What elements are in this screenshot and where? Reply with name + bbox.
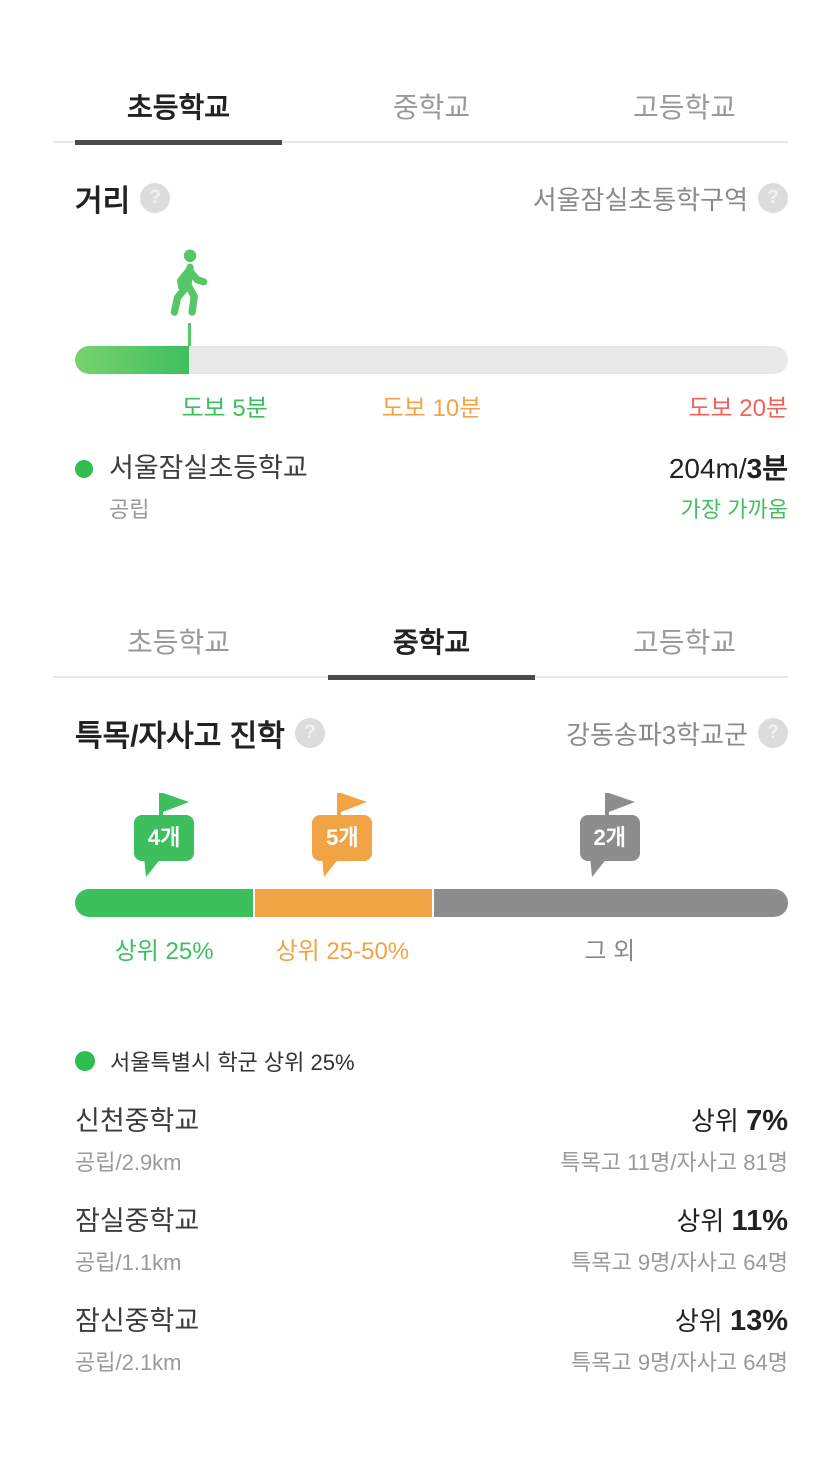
distance-bar: [75, 346, 788, 374]
flag-count: 2개: [593, 825, 626, 850]
flag-marker-top25-50-icon: 5개: [310, 791, 374, 883]
school-info-right: 상위 13% 특목고 9명/자사고 64명: [571, 1303, 788, 1377]
admission-section-header: 특목/자사고 진학 ? 강동송파3학교군 ?: [75, 711, 788, 755]
admission-flags: 4개 5개: [75, 791, 788, 883]
school-rank: 상위 7%: [691, 1105, 788, 1137]
school-info-panel: 초등학교 중학교 고등학교 거리 ? 서울잠실초통학구역 ?: [53, 73, 788, 1377]
school-meta: 공립/1.1km: [75, 1250, 182, 1275]
distance-bar-labels: 도보 5분 도보 10분 도보 20분: [75, 388, 788, 422]
school-info-left: 잠신중학교 공립/2.1km: [75, 1303, 199, 1377]
section-title: 거리: [75, 185, 131, 218]
tab-high-school[interactable]: 고등학교: [581, 73, 788, 143]
tab-elementary-school[interactable]: 초등학교: [75, 73, 282, 145]
school-type: 공립: [109, 497, 150, 522]
school-info-right: 상위 7% 특목고 11명/자사고 81명: [560, 1103, 788, 1177]
distance-gauge: 도보 5분 도보 10분 도보 20분: [75, 242, 788, 422]
section-title-wrap: 특목/자사고 진학 ?: [75, 711, 325, 755]
top25-50-label: 상위 25-50%: [275, 938, 410, 965]
help-icon[interactable]: ?: [294, 718, 325, 748]
school-admission-detail: 특목고 9명/자사고 64명: [571, 1350, 788, 1375]
school-rank: 상위 13%: [674, 1305, 788, 1337]
elementary-school-section: 초등학교 중학교 고등학교 거리 ? 서울잠실초통학구역 ?: [53, 73, 788, 524]
flag-count: 4개: [147, 825, 181, 850]
district-wrap: 강동송파3학교군 ?: [566, 715, 788, 752]
school-admission-detail: 특목고 9명/자사고 64명: [571, 1250, 788, 1275]
school-info-left: 잠실중학교 공립/1.1km: [75, 1203, 199, 1277]
tab-elementary-school[interactable]: 초등학교: [75, 608, 282, 678]
segment-top25: [75, 889, 254, 917]
admission-gauge: 4개 5개: [75, 791, 788, 965]
school-list-item: 잠신중학교 공립/2.1km 상위 13% 특목고 9명/자사고 64명: [75, 1303, 788, 1377]
walker-row: [75, 242, 788, 346]
tab-middle-school[interactable]: 중학교: [328, 608, 535, 680]
note-text: 서울특별시 학군 상위 25%: [110, 1050, 355, 1075]
school-meta: 공립/2.9km: [75, 1150, 182, 1175]
school-list-item: 서울잠실초등학교 공립 204m/3분 가장 가까움: [75, 450, 788, 524]
district-rank-note: 서울특별시 학군 상위 25%: [75, 1045, 788, 1077]
green-dot-icon: [75, 459, 93, 478]
school-level-tabs-1: 초등학교 중학교 고등학교: [53, 73, 788, 145]
distance-section-header: 거리 ? 서울잠실초통학구역 ?: [75, 176, 788, 220]
flag-marker-top25-icon: 4개: [132, 791, 196, 883]
green-dot-icon: [75, 1051, 95, 1071]
school-distance: 204m/3분: [668, 453, 788, 484]
others-label: 그 외: [584, 938, 636, 965]
segment-others: [431, 889, 788, 917]
school-info-left: 서울잠실초등학교 공립: [75, 450, 308, 524]
school-admission-detail: 특목고 11명/자사고 81명: [560, 1150, 788, 1175]
district-label: 서울잠실초통학구역: [532, 184, 748, 215]
walk-5min-label: 도보 5분: [181, 395, 268, 422]
flag-count: 5개: [326, 825, 359, 850]
district-wrap: 서울잠실초통학구역 ?: [533, 180, 788, 217]
school-list-item: 잠실중학교 공립/1.1km 상위 11% 특목고 9명/자사고 64명: [75, 1203, 788, 1277]
admission-bar-labels: 상위 25% 상위 25-50% 그 외: [75, 931, 788, 965]
walk-10min-label: 도보 10분: [381, 395, 482, 422]
walk-20min-label: 도보 20분: [688, 395, 788, 422]
distance-bar-fill: [75, 346, 190, 374]
nearest-badge: 가장 가까움: [680, 497, 788, 522]
district-label: 강동송파3학교군: [566, 719, 748, 750]
school-name: 잠신중학교: [75, 1306, 200, 1336]
help-icon[interactable]: ?: [140, 183, 171, 213]
tab-middle-school[interactable]: 중학교: [328, 73, 535, 143]
gauge-tick: [188, 323, 192, 346]
section-title-wrap: 거리 ?: [75, 176, 171, 220]
school-info-right: 상위 11% 특목고 9명/자사고 64명: [571, 1203, 788, 1277]
admission-bar: [75, 889, 788, 917]
tab-high-school[interactable]: 고등학교: [581, 608, 788, 678]
walking-person-icon: [165, 247, 213, 323]
school-level-tabs-2: 초등학교 중학교 고등학교: [53, 608, 788, 680]
top25-label: 상위 25%: [114, 938, 214, 965]
section-title: 특목/자사고 진학: [75, 720, 285, 753]
flag-marker-others-icon: 2개: [578, 791, 642, 883]
school-meta: 공립/2.1km: [75, 1350, 182, 1375]
school-name: 신천중학교: [75, 1106, 200, 1136]
school-info-right: 204m/3분 가장 가까움: [669, 450, 788, 524]
school-rank: 상위 11%: [676, 1205, 788, 1237]
segment-top25-50: [253, 889, 432, 917]
school-info-left: 신천중학교 공립/2.9km: [75, 1103, 199, 1177]
help-icon[interactable]: ?: [758, 718, 788, 748]
school-name: 잠실중학교: [75, 1206, 200, 1236]
middle-school-section: 초등학교 중학교 고등학교 특목/자사고 진학 ? 강동송파3학교군 ?: [53, 608, 788, 1377]
help-icon[interactable]: ?: [758, 183, 788, 213]
school-list-item: 신천중학교 공립/2.9km 상위 7% 특목고 11명/자사고 81명: [75, 1103, 788, 1177]
school-name: 서울잠실초등학교: [109, 453, 308, 483]
